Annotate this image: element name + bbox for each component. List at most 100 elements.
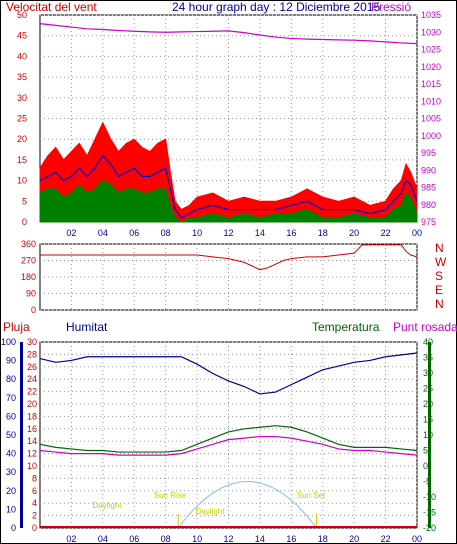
rain-tick-label: 10	[27, 461, 37, 471]
y-tick-label: 25	[17, 114, 27, 124]
humidity-tick-label: 50	[6, 430, 16, 440]
temperature-line	[39, 425, 418, 453]
y-right-tick-label: 990	[421, 165, 436, 175]
compass-label: N	[435, 297, 444, 311]
humidity-tick-label: 70	[6, 393, 16, 403]
daylight-label: Sun Set	[297, 491, 326, 500]
y-right-tick-label: 1000	[421, 131, 441, 141]
wind-pressure-panel: 0510152025303540455097598098599099510001…	[17, 10, 441, 238]
x-tick-label: 08	[161, 228, 171, 238]
temperature-tick-label: 0	[423, 461, 428, 471]
chart-title: 24 hour graph day : 12 Diciembre 2015	[172, 0, 380, 14]
x-tick-label: 12	[223, 534, 233, 544]
compass-label: S	[435, 269, 443, 283]
humidity-axis-bar	[20, 342, 23, 528]
x-tick-label: 06	[129, 534, 139, 544]
humidity-tick-label: 90	[6, 356, 16, 366]
x-tick-label: 06	[129, 228, 139, 238]
y-tick-label: 35	[17, 72, 27, 82]
x-tick-label: 02	[66, 534, 76, 544]
rain-tick-label: 18	[27, 411, 37, 421]
temperature-tick-label: 10	[423, 430, 433, 440]
x-tick-label: 04	[98, 228, 108, 238]
chart-labels: Velocitat del vent 24 hour graph day : 1…	[3, 0, 457, 334]
y-right-tick-label: 1015	[421, 79, 441, 89]
temperature-tick-label: 35	[423, 353, 433, 363]
rain-tick-label: 30	[27, 337, 37, 347]
rain-tick-label: 0	[32, 523, 37, 533]
y-tick-label: 0	[22, 217, 27, 227]
x-tick-label: 00	[412, 228, 422, 238]
y-right-tick-label: 1025	[421, 45, 441, 55]
wind-low-area	[39, 179, 418, 223]
x-tick-label: 18	[318, 228, 328, 238]
y-tick-label: 15	[17, 155, 27, 165]
temperature-tick-label: 30	[423, 368, 433, 378]
x-tick-label: 00	[412, 534, 422, 544]
temperature-tick-label: -20	[423, 523, 436, 533]
rain-tick-label: 26	[27, 362, 37, 372]
y-right-tick-label: 1005	[421, 114, 441, 124]
rain-tick-label: 28	[27, 349, 37, 359]
direction-tick-label: 270	[21, 256, 36, 266]
humidity-tick-label: 80	[6, 374, 16, 384]
wind-label: Velocitat del vent	[6, 0, 97, 14]
rain-tick-label: 2	[32, 511, 37, 521]
y-tick-label: 5	[22, 196, 27, 206]
humidity-label: Humitat	[66, 320, 108, 334]
y-tick-label: 40	[17, 51, 27, 61]
x-tick-label: 16	[286, 228, 296, 238]
direction-tick-label: 360	[21, 239, 36, 249]
dew-point-line	[39, 435, 418, 456]
y-tick-label: 45	[17, 31, 27, 41]
x-tick-label: 10	[192, 534, 202, 544]
y-right-tick-label: 980	[421, 200, 436, 210]
temperature-tick-label: -10	[423, 492, 436, 502]
y-tick-label: 50	[17, 10, 27, 20]
humidity-tick-label: 60	[6, 411, 16, 421]
daylight-label: Daylight	[196, 507, 226, 516]
compass-label: N	[435, 241, 444, 255]
y-tick-label: 30	[17, 93, 27, 103]
direction-tick-label: 90	[26, 289, 36, 299]
rain-tick-label: 20	[27, 399, 37, 409]
humidity-tick-label: 40	[6, 449, 16, 459]
x-tick-label: 18	[318, 534, 328, 544]
rain-tick-label: 24	[27, 374, 37, 384]
y-right-tick-label: 995	[421, 148, 436, 158]
x-tick-label: 14	[255, 534, 265, 544]
rain-tick-label: 6	[32, 486, 37, 496]
humidity-tick-label: 30	[6, 467, 16, 477]
rain-label: Pluja	[3, 320, 30, 334]
x-tick-label: 20	[349, 534, 359, 544]
humidity-tick-label: 0	[11, 523, 16, 533]
x-tick-label: 04	[98, 534, 108, 544]
y-right-tick-label: 975	[421, 217, 436, 227]
temperature-tick-label: 5	[423, 446, 428, 456]
x-tick-label: 12	[223, 228, 233, 238]
humidity-line	[39, 352, 418, 395]
compass-label: W	[435, 255, 447, 269]
temperature-tick-label: 15	[423, 415, 433, 425]
direction-tick-label: 180	[21, 272, 36, 282]
compass-label: E	[435, 283, 443, 297]
y-right-tick-label: 1020	[421, 62, 441, 72]
rain-tick-label: 14	[27, 436, 37, 446]
temperature-tick-label: -15	[423, 508, 436, 518]
daylight-label: Daylight	[93, 501, 123, 510]
x-tick-label: 20	[349, 228, 359, 238]
dew-point-label: Punt rosada	[393, 320, 457, 334]
x-tick-label: 22	[381, 228, 391, 238]
temperature-tick-label: 40	[423, 337, 433, 347]
x-tick-label: 16	[286, 534, 296, 544]
temperature-axis-bar	[428, 342, 431, 528]
wind-avg-line	[39, 154, 418, 219]
y-right-tick-label: 985	[421, 183, 436, 193]
direction-tick-label: 0	[31, 305, 36, 315]
y-right-tick-label: 1030	[421, 27, 441, 37]
rain-tick-label: 12	[27, 449, 37, 459]
rain-tick-label: 22	[27, 387, 37, 397]
x-tick-label: 14	[255, 228, 265, 238]
